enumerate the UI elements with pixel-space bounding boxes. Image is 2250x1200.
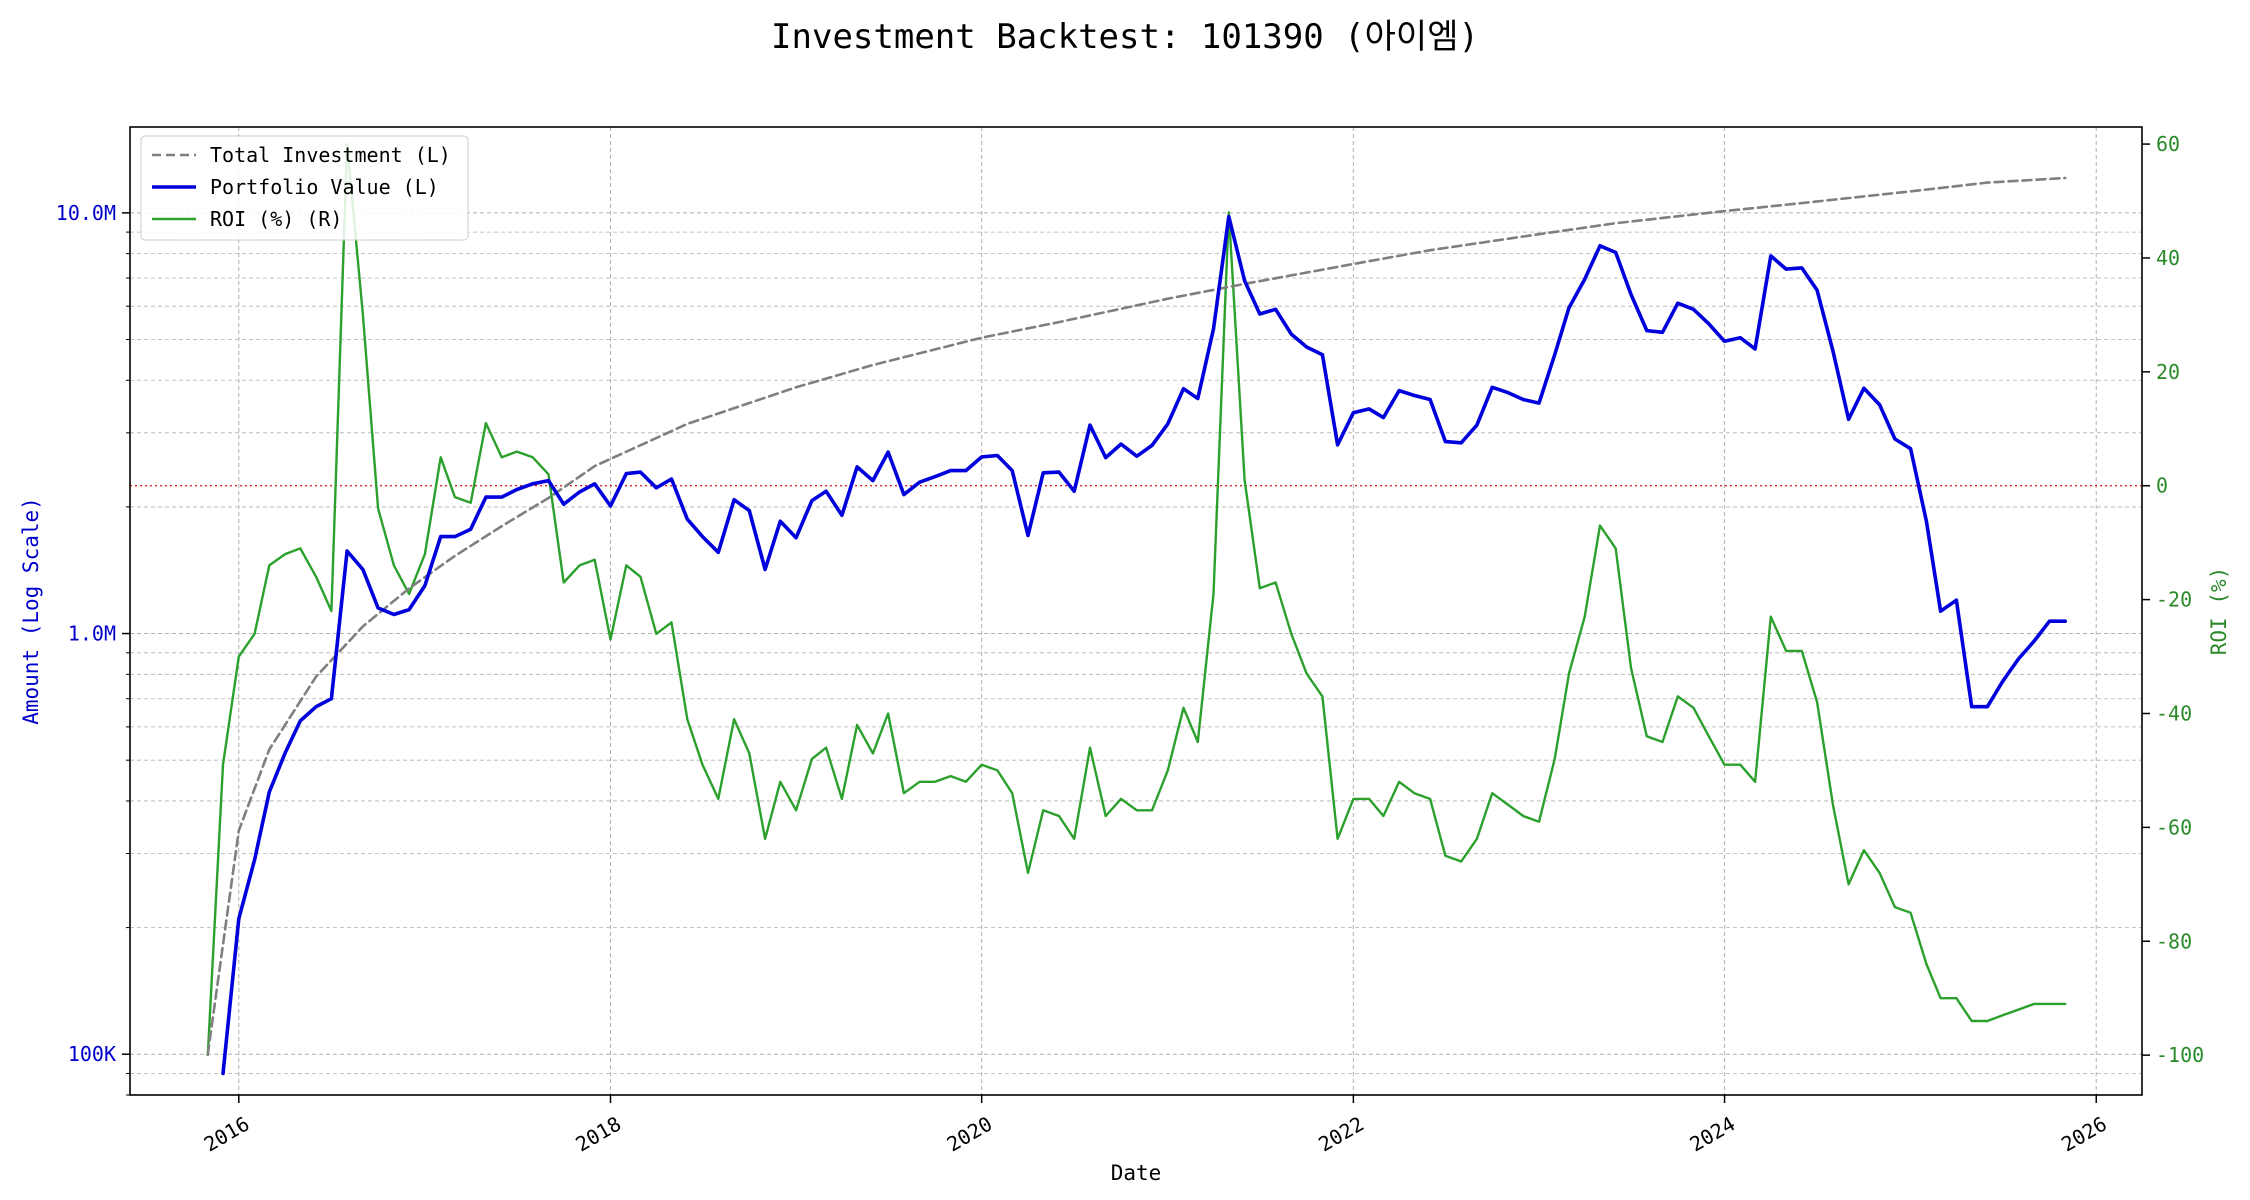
x-tick-label: 2016 (200, 1112, 254, 1157)
right-tick-label: 0 (2156, 474, 2168, 498)
right-tick-label: 20 (2156, 360, 2180, 384)
x-tick-label: 2026 (2057, 1112, 2111, 1157)
total-investment-l-line (206, 176, 2067, 1056)
x-tick-label: 2018 (571, 1112, 625, 1157)
legend-label: Portfolio Value (L) (210, 175, 439, 199)
right-tick-label: 60 (2156, 132, 2180, 156)
series-group (130, 142, 2142, 1076)
legend-label: ROI (%) (R) (210, 207, 342, 231)
x-axis-label: Date (1111, 1161, 1162, 1185)
left-axis-label: Amount (Log Scale) (19, 497, 43, 725)
right-tick-label: 40 (2156, 246, 2180, 270)
x-tick-label: 2020 (943, 1112, 997, 1157)
right-tick-label: -20 (2156, 588, 2192, 612)
series-layer (130, 142, 2142, 1076)
x-tick-label: 2024 (1685, 1112, 1739, 1157)
legend: Total Investment (L) Portfolio Value (L) R… (140, 135, 469, 241)
tick-layer: 2016 2018 2020 2022 2024 2026 100K 1.0M 10.0M -10… (56, 132, 2204, 1156)
left-tick-label: 100K (68, 1042, 116, 1066)
legend-box (140, 135, 469, 241)
grid (130, 127, 2142, 1096)
right-tick-label: -60 (2156, 815, 2192, 839)
right-axis-label: ROI (%) (2207, 567, 2231, 656)
plot-frame (129, 126, 2143, 1096)
right-tick-label: -80 (2156, 929, 2192, 953)
x-tick-label: 2022 (1314, 1112, 1368, 1157)
portfolio-value-l-line (221, 214, 2067, 1076)
right-tick-label: -40 (2156, 701, 2192, 725)
left-tick-label: 1.0M (68, 622, 116, 646)
right-tick-label: -100 (2156, 1043, 2204, 1067)
chart-title: Investment Backtest: 101390 (아이엠) (771, 17, 1479, 57)
roi-r-line (206, 142, 2067, 1057)
legend-label: Total Investment (L) (210, 143, 451, 167)
left-tick-label: 10.0M (56, 201, 116, 225)
